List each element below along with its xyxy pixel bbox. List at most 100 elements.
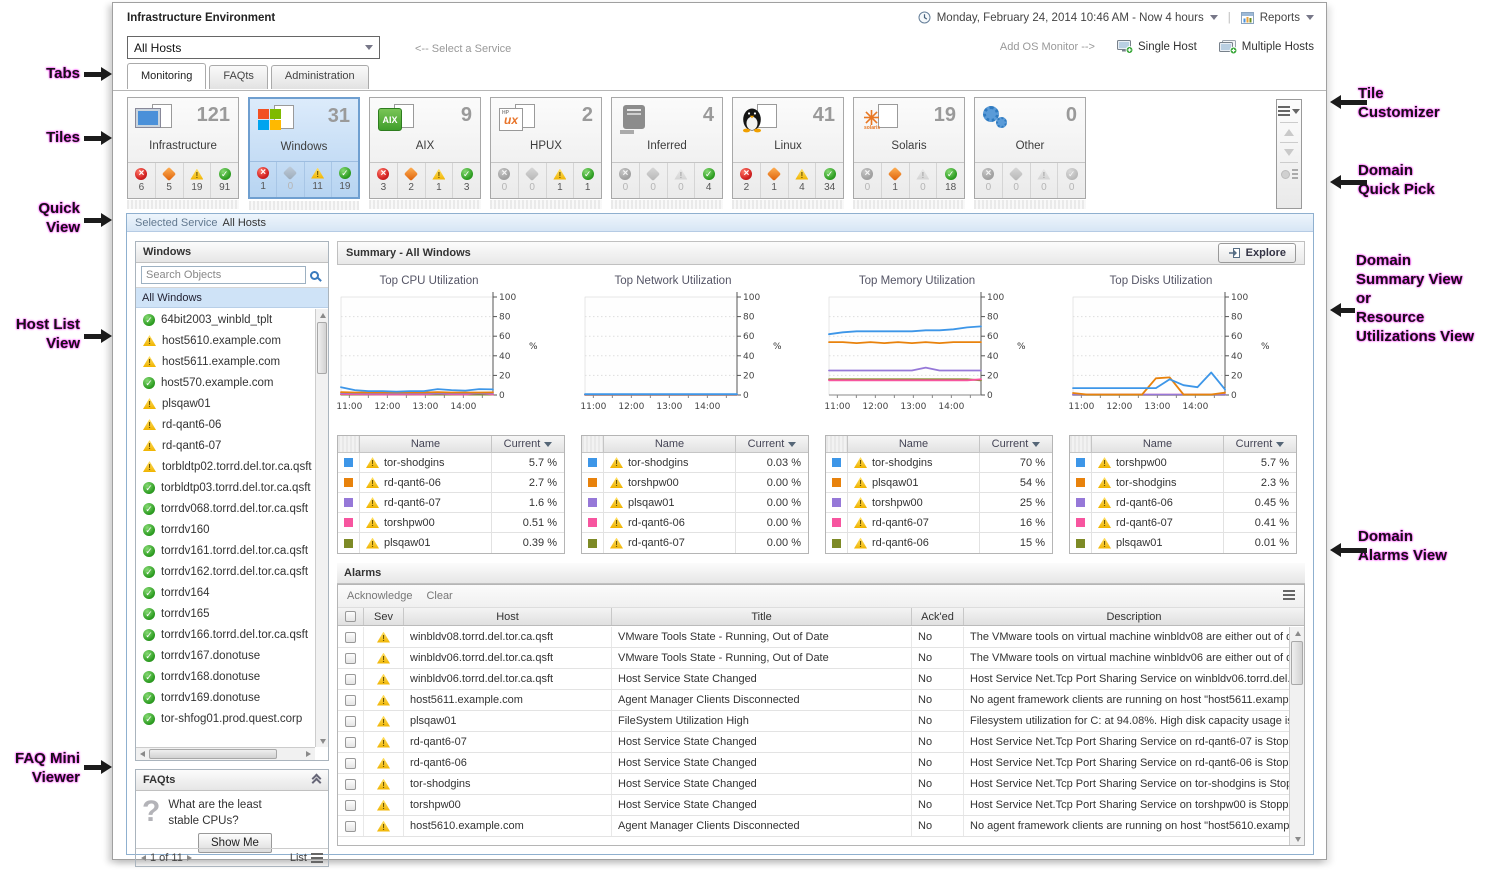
reports-dropdown-icon[interactable] xyxy=(1306,15,1314,20)
alarm-checkbox[interactable] xyxy=(345,652,356,664)
alarm-list-menu-icon[interactable] xyxy=(1283,589,1295,600)
alarm-checkbox[interactable] xyxy=(345,631,356,643)
prev-faq-icon[interactable] xyxy=(141,854,146,861)
legend-row[interactable]: rd-qant6-060.00 % xyxy=(582,513,808,533)
host-list-item[interactable]: torbldtp03.torrd.del.tor.ca.qsft xyxy=(136,477,315,498)
alarm-checkbox[interactable] xyxy=(345,673,356,685)
time-range[interactable]: Monday, February 24, 2014 10:46 AM - Now… xyxy=(936,11,1204,24)
host-list-item[interactable]: torbldtp02.torrd.del.tor.ca.qsft xyxy=(136,456,315,477)
host-list-item[interactable]: torrdv169.donotuse xyxy=(136,687,315,708)
tile-infrastructure[interactable]: 121Infrastructure651991 xyxy=(127,97,239,209)
tab-faqts[interactable]: FAQts xyxy=(209,65,268,89)
tab-administration[interactable]: Administration xyxy=(270,65,369,89)
time-range-dropdown-icon[interactable] xyxy=(1209,15,1218,20)
host-list-item[interactable]: host570.example.com xyxy=(136,372,315,393)
current-column-header[interactable]: Current xyxy=(492,438,564,450)
tile-windows[interactable]: 31Windows101119 xyxy=(248,97,360,210)
collapse-icon[interactable] xyxy=(312,775,321,785)
host-list-item[interactable]: host5611.example.com xyxy=(136,351,315,372)
list-icon[interactable] xyxy=(311,852,323,863)
host-list-hscrollbar[interactable] xyxy=(136,747,315,760)
legend-row[interactable]: rd-qant6-060.45 % xyxy=(1070,493,1296,513)
current-column-header[interactable]: Current xyxy=(980,438,1052,450)
host-list-item[interactable]: plsqaw01 xyxy=(136,393,315,414)
alarm-checkbox[interactable] xyxy=(345,799,356,811)
alarm-checkbox[interactable] xyxy=(345,778,356,790)
host-list-item[interactable]: host5610.example.com xyxy=(136,330,315,351)
search-icon[interactable] xyxy=(310,270,319,280)
name-column-header[interactable]: Name xyxy=(1092,436,1224,452)
tile-move-down-icon[interactable] xyxy=(1284,149,1294,156)
legend-row[interactable]: rd-qant6-071.6 % xyxy=(338,493,564,513)
host-list-item[interactable]: torrdv166.torrd.del.tor.ca.qsft xyxy=(136,624,315,645)
host-list-item[interactable]: torrdv161.torrd.del.tor.ca.qsft xyxy=(136,540,315,561)
name-column-header[interactable]: Name xyxy=(848,436,980,452)
alarm-checkbox[interactable] xyxy=(345,820,356,832)
alarm-vscrollbar[interactable] xyxy=(1289,627,1304,845)
host-list-item[interactable]: tor-shfog01.prod.quest.corp xyxy=(136,708,315,729)
host-list-item[interactable]: torrdv068.torrd.del.tor.ca.qsft xyxy=(136,498,315,519)
name-column-header[interactable]: Name xyxy=(604,436,736,452)
tile-options-icon[interactable] xyxy=(1280,169,1298,179)
tab-monitoring[interactable]: Monitoring xyxy=(127,63,207,89)
clear-button[interactable]: Clear xyxy=(426,590,453,602)
tile-aix[interactable]: AIX9AIX3213 xyxy=(369,97,481,209)
legend-row[interactable]: rd-qant6-062.7 % xyxy=(338,473,564,493)
faq-list-label[interactable]: List xyxy=(289,851,307,864)
name-column-header[interactable]: Name xyxy=(360,436,492,452)
host-list-item[interactable]: torrdv167.donotuse xyxy=(136,645,315,666)
tile-menu-icon[interactable] xyxy=(1278,106,1300,116)
select-all-checkbox[interactable] xyxy=(345,611,356,622)
explore-button[interactable]: Explore xyxy=(1217,243,1296,263)
tile-move-up-icon[interactable] xyxy=(1284,129,1294,136)
current-column-header[interactable]: Current xyxy=(1224,438,1296,450)
alarm-checkbox[interactable] xyxy=(345,694,356,706)
tile-solaris[interactable]: solaris19Solaris01018 xyxy=(853,97,965,209)
next-faq-icon[interactable] xyxy=(186,854,192,861)
acknowledge-button[interactable]: Acknowledge xyxy=(347,590,413,602)
host-list-item[interactable]: torrdv164 xyxy=(136,582,315,603)
host-list-item[interactable]: torrdv160 xyxy=(136,519,315,540)
host-list-vscrollbar[interactable] xyxy=(315,309,328,747)
alarm-checkbox[interactable] xyxy=(345,757,356,769)
legend-row[interactable]: rd-qant6-070.00 % xyxy=(582,533,808,553)
tile-hpux[interactable]: HPux2HPUX0011 xyxy=(490,97,602,209)
legend-row[interactable]: rd-qant6-070.41 % xyxy=(1070,513,1296,533)
host-list-item[interactable]: torrdv162.torrd.del.tor.ca.qsft xyxy=(136,561,315,582)
reports-menu[interactable]: Reports xyxy=(1259,11,1300,24)
all-windows-item[interactable]: All Windows xyxy=(136,288,328,308)
tile-other[interactable]: 0Other0000 xyxy=(974,97,1086,209)
service-selector[interactable]: All Hosts xyxy=(127,36,380,59)
host-list-item[interactable]: torrdv165 xyxy=(136,603,315,624)
host-list-item[interactable]: rd-qant6-07 xyxy=(136,435,315,456)
host-list-item[interactable]: torrdv168.donotuse xyxy=(136,666,315,687)
tile-linux[interactable]: 41Linux21434 xyxy=(732,97,844,209)
current-column-header[interactable]: Current xyxy=(736,438,808,450)
host-list-item[interactable]: 64bit2003_winbld_tplt xyxy=(136,309,315,330)
multiple-hosts-button[interactable]: Multiple Hosts xyxy=(1218,40,1314,54)
search-input[interactable] xyxy=(141,266,306,284)
